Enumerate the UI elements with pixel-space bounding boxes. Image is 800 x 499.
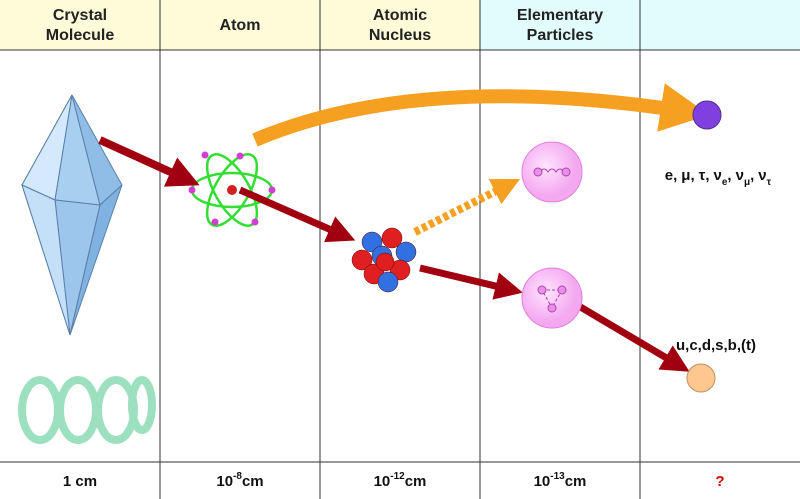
baryon-quarks [537, 285, 567, 313]
meson-quarks [533, 167, 571, 177]
lepton-symbol: ν [758, 167, 766, 184]
nucleus [351, 227, 417, 293]
header: Nucleus [369, 27, 431, 44]
header-bg [0, 0, 480, 50]
scale-unit: cm [405, 473, 427, 490]
electrons [188, 151, 276, 226]
scale: 10-13cm [534, 471, 587, 490]
header: Crystal [53, 7, 107, 24]
lepton-subscript: τ [767, 177, 772, 188]
scale: 10-8cm [216, 471, 263, 490]
lepton-symbol: τ [699, 167, 706, 184]
arrow [413, 178, 520, 236]
scale-unit: cm [565, 473, 587, 490]
lepton-separator: , [771, 167, 775, 184]
header: Atomic [373, 7, 427, 24]
scale-base: 10 [534, 473, 551, 490]
scale-exp: -12 [390, 471, 405, 482]
header: Molecule [46, 27, 115, 44]
lepton-separator: , [673, 167, 677, 184]
header: Elementary [517, 7, 603, 24]
quark [686, 363, 716, 393]
arrow [252, 83, 710, 147]
scale-unit: cm [242, 473, 264, 490]
scale: 1 cm [63, 473, 97, 490]
scale-base: 10 [216, 473, 233, 490]
header: Particles [527, 27, 594, 44]
meson [521, 141, 583, 203]
header: Atom [220, 17, 261, 34]
lepton-separator: , [705, 167, 709, 184]
lepton-symbol: ν [714, 167, 722, 184]
arrow [419, 264, 523, 300]
atom-nucleus [227, 185, 237, 195]
baryon [521, 267, 583, 329]
lepton-separator: , [690, 167, 694, 184]
helix [18, 376, 156, 444]
scale: 10-12cm [374, 471, 427, 490]
quark-label: u,c,d,s,b,(t) [676, 337, 756, 354]
lepton-symbol: e [665, 167, 673, 184]
arrow [238, 186, 356, 243]
scale-base: 10 [374, 473, 391, 490]
scale: ? [715, 473, 724, 490]
lepton [692, 100, 722, 130]
lepton-subscript: e [722, 177, 728, 188]
lepton-symbol: ν [736, 167, 744, 184]
lepton-separator: , [750, 167, 754, 184]
arrow [98, 136, 200, 187]
lepton-subscript: μ [744, 177, 750, 188]
scale-exp: -13 [550, 471, 565, 482]
lepton-symbol: μ [681, 167, 690, 184]
crystal [21, 94, 123, 336]
lepton-label: e, μ, τ, νe, νμ, ντ, [665, 167, 775, 188]
scale-exp: -8 [233, 471, 242, 482]
lepton-separator: , [727, 167, 731, 184]
arrow [570, 298, 690, 372]
